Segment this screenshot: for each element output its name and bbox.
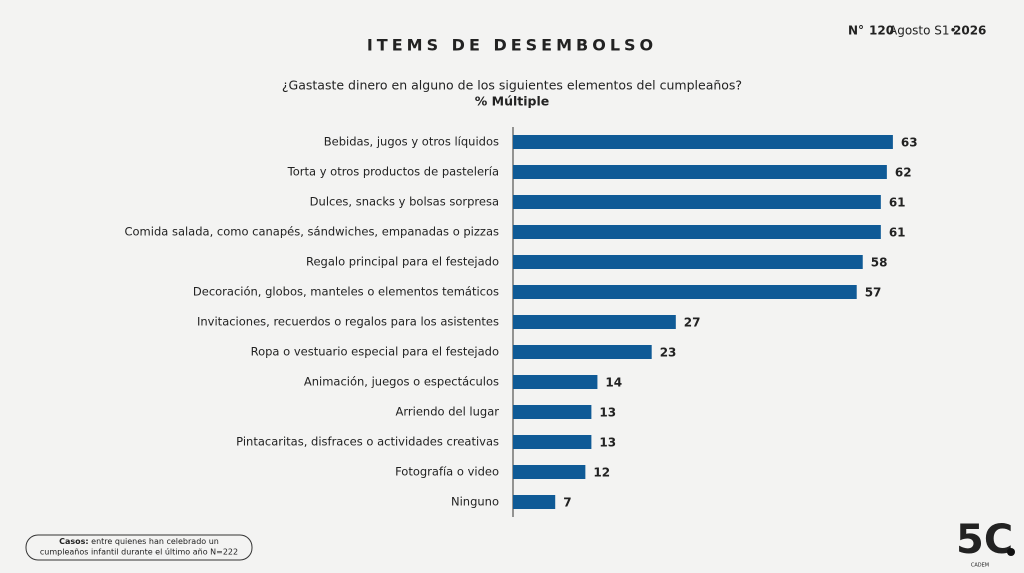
category-label: Fotografía o video	[395, 465, 499, 479]
footnote-line-2: cumpleaños infantil durante el último añ…	[40, 548, 238, 557]
data-label: 57	[865, 286, 882, 300]
data-label: 63	[901, 136, 918, 150]
footnote-label: Casos:	[59, 537, 89, 546]
data-label: 58	[871, 256, 888, 270]
category-label: Ropa o vestuario especial para el festej…	[251, 345, 499, 359]
issue-period: Agosto S1•	[889, 24, 957, 38]
chart-title: ITEMS DE DESEMBOLSO	[367, 36, 657, 55]
data-label: 27	[684, 316, 701, 330]
data-label: 7	[563, 496, 571, 510]
category-label: Decoración, globos, manteles o elementos…	[193, 285, 499, 299]
issue-number: 120	[869, 24, 894, 38]
footnote-text: entre quienes han celebrado un	[91, 537, 219, 546]
category-label: Arriendo del lugar	[396, 405, 500, 419]
issue-year: 2026	[953, 24, 986, 38]
category-label: Dulces, snacks y bolsas sorpresa	[310, 195, 499, 209]
bar	[513, 345, 652, 359]
category-label: Bebidas, jugos y otros líquidos	[324, 135, 499, 149]
data-label: 23	[660, 346, 677, 360]
bar	[513, 255, 863, 269]
data-label: 13	[599, 406, 616, 420]
issue-label: N°	[848, 24, 864, 38]
category-label: Regalo principal para el festejado	[306, 255, 499, 269]
footnote-line-1: Casos: entre quienes han celebrado un	[59, 537, 219, 546]
data-label: 14	[605, 376, 622, 390]
data-label: 62	[895, 166, 912, 180]
bar	[513, 435, 592, 449]
bar	[513, 405, 592, 419]
category-label: Ninguno	[451, 495, 499, 509]
bar	[513, 465, 586, 479]
logo-dot	[1007, 548, 1015, 556]
chart-subtitle-2: % Múltiple	[475, 94, 549, 109]
bar	[513, 495, 556, 509]
category-label: Pintacaritas, disfraces o actividades cr…	[236, 435, 499, 449]
logo-mark: 5C	[956, 517, 1013, 563]
bar	[513, 315, 676, 329]
bar	[513, 135, 893, 149]
bar	[513, 195, 881, 209]
category-label: Animación, juegos o espectáculos	[304, 375, 499, 389]
footnote-box	[25, 534, 253, 561]
bar	[513, 375, 598, 389]
category-label: Invitaciones, recuerdos o regalos para l…	[197, 315, 499, 329]
bar	[513, 285, 857, 299]
category-label: Torta y otros productos de pastelería	[287, 165, 499, 179]
logo-name: CADEM	[971, 563, 989, 569]
data-label: 61	[889, 196, 906, 210]
category-label: Comida salada, como canapés, sándwiches,…	[124, 225, 499, 239]
data-label: 61	[889, 226, 906, 240]
chart-subtitle: ¿Gastaste dinero en alguno de los siguie…	[282, 78, 742, 93]
bar	[513, 225, 881, 239]
data-label: 12	[593, 466, 610, 480]
bar	[513, 165, 887, 179]
data-label: 13	[599, 436, 616, 450]
